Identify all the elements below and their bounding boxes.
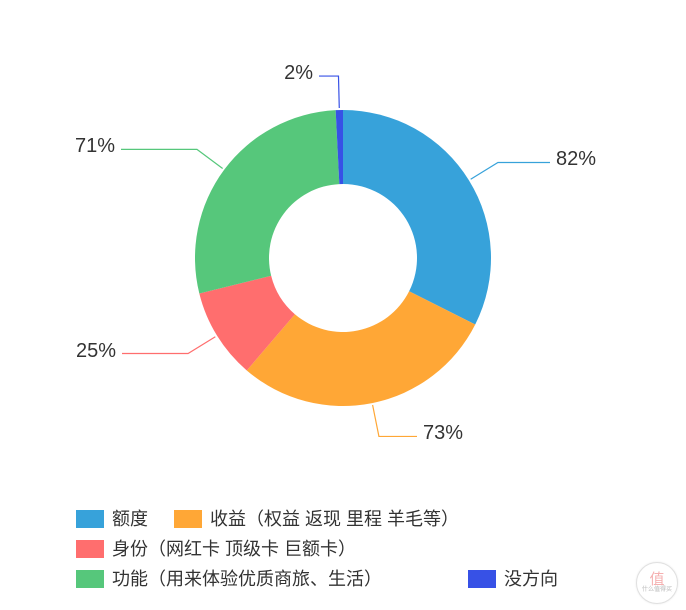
legend-item-identity: 身份（网红卡 顶级卡 巨额卡）: [76, 534, 356, 564]
legend: 额度 收益（权益 返现 里程 羊毛等） 身份（网红卡 顶级卡 巨额卡） 功能（用…: [76, 504, 584, 594]
legend-label-identity: 身份（网红卡 顶级卡 巨额卡）: [112, 534, 356, 564]
slice-label-benefit: 73%: [423, 422, 463, 445]
leader-line-identity: [122, 337, 215, 354]
donut-chart: 82% 73% 25% 71% 2%: [0, 0, 686, 500]
slice-label-limit: 82%: [556, 148, 596, 171]
legend-item-feature: 功能（用来体验优质商旅、生活）: [76, 564, 382, 594]
donut-slice-feature: [195, 110, 339, 293]
legend-swatch-feature: [76, 570, 104, 588]
slice-label-identity: 25%: [76, 340, 116, 363]
legend-label-nodir: 没方向: [504, 564, 558, 594]
legend-label-benefit: 收益（权益 返现 里程 羊毛等）: [210, 504, 459, 534]
slice-label-nodir: 2%: [284, 62, 313, 85]
watermark-line1: 值: [642, 572, 672, 587]
legend-swatch-nodir: [468, 570, 496, 588]
legend-swatch-limit: [76, 510, 104, 528]
watermark-badge: 值 什么值得买: [636, 562, 678, 604]
slice-label-feature: 71%: [75, 135, 115, 158]
leader-line-feature: [121, 149, 223, 168]
leader-line-limit: [471, 162, 550, 179]
donut-svg: [0, 0, 686, 500]
donut-slice-limit: [343, 110, 491, 324]
legend-swatch-benefit: [174, 510, 202, 528]
legend-swatch-identity: [76, 540, 104, 558]
legend-label-feature: 功能（用来体验优质商旅、生活）: [112, 564, 382, 594]
watermark-line2: 什么值得买: [642, 587, 672, 593]
legend-item-limit: 额度: [76, 504, 148, 534]
legend-label-limit: 额度: [112, 504, 148, 534]
legend-item-benefit: 收益（权益 返现 里程 羊毛等）: [174, 504, 459, 534]
leader-line-benefit: [373, 405, 417, 436]
legend-item-nodir: 没方向: [468, 564, 558, 594]
leader-line-nodir: [319, 76, 339, 108]
